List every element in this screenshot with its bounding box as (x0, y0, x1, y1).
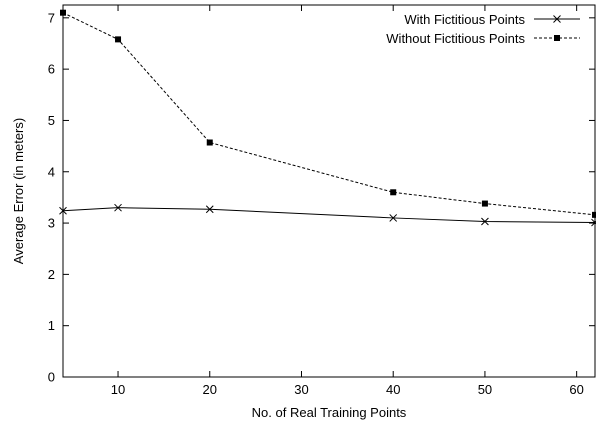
legend-marker-1 (553, 15, 561, 23)
data-point-series-1 (591, 218, 596, 227)
y-tick-label: 1 (48, 318, 55, 333)
data-point-series-1 (205, 205, 214, 214)
y-tick-label: 2 (48, 267, 55, 282)
x-axis-ticks: 10 20 30 40 50 60 (111, 5, 584, 397)
data-point-series-1 (59, 206, 67, 215)
y-tick-label: 7 (48, 10, 55, 25)
y-tick-label: 5 (48, 113, 55, 128)
y-axis-ticks: 0 1 2 3 4 5 6 7 (48, 10, 595, 385)
data-point-series-2 (60, 9, 66, 16)
x-axis-label: No. of Real Training Points (252, 405, 407, 420)
data-point-series-2 (206, 139, 213, 146)
series-layer (59, 9, 596, 227)
x-tick-label: 20 (203, 382, 217, 397)
data-point-series-1-stroke-b (59, 206, 67, 215)
data-point-series-1 (114, 203, 122, 212)
y-tick-label: 4 (48, 164, 55, 179)
y-axis-label: Average Error (in meters) (11, 118, 26, 264)
data-point-series-2 (115, 36, 122, 43)
series-line-1 (62, 207, 596, 224)
plot-frame (62, 4, 596, 378)
legend-label-without-fictitious: Without Fictitious Points (386, 31, 525, 46)
legend-marker-2 (554, 35, 560, 41)
series-line-2 (62, 12, 596, 216)
x-tick-label: 50 (478, 382, 492, 397)
data-point-series-2 (592, 211, 596, 218)
data-point-series-1-stroke-b (205, 205, 214, 214)
x-tick-label: 40 (386, 382, 400, 397)
x-tick-label: 10 (111, 382, 125, 397)
data-point-series-2 (481, 200, 488, 207)
legend-marker-1-stroke-b (553, 15, 561, 23)
data-point-series-1-stroke-b (591, 220, 596, 227)
x-tick-label: 30 (294, 382, 308, 397)
legend-label-with-fictitious: With Fictitious Points (404, 12, 525, 27)
data-point-series-1-stroke-b (114, 203, 122, 212)
data-point-series-1-stroke-b (481, 217, 489, 226)
data-point-series-1-stroke-b (389, 214, 398, 222)
y-tick-label: 0 (48, 370, 55, 385)
data-point-series-1 (389, 214, 398, 222)
y-tick-label: 6 (48, 62, 55, 77)
x-tick-label: 60 (569, 382, 583, 397)
data-point-series-2 (390, 189, 397, 196)
data-point-series-1 (481, 217, 489, 226)
legend: With Fictitious Points Without Fictitiou… (386, 12, 580, 46)
y-tick-label: 3 (48, 216, 55, 231)
